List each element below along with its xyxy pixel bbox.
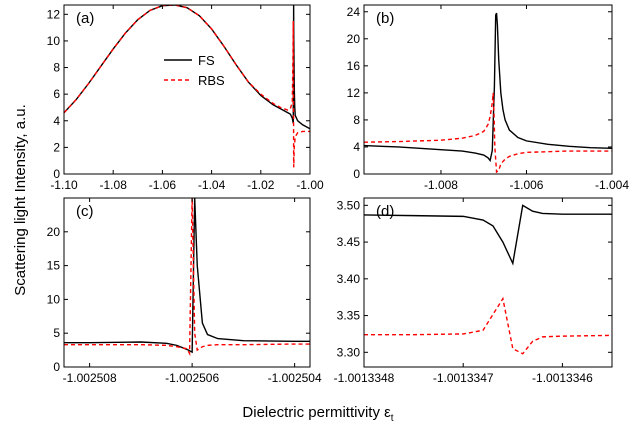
series-line-rbs [64,5,310,168]
y-tick-label: 4 [353,140,360,154]
x-axis-title-subscript: t [391,413,394,424]
y-tick-label: 16 [347,59,361,73]
x-tick-label: -1.0013348 [334,371,395,385]
y-tick-label: 0 [53,167,60,181]
plot-frame [363,197,613,368]
y-tick-label: 10 [47,292,61,306]
y-tick-label: 3.30 [337,345,361,359]
series-line-rbs [364,92,612,174]
y-tick-label: 20 [47,225,61,239]
panel-label: (b) [376,10,394,27]
series-line-rbs [64,198,310,357]
y-tick-label: 3.35 [337,309,361,323]
panel-a: -1.10 -1.08 -1.06 -1.04 -1.02 -1.00 0 2 4 6 8 10 12 (… [47,4,324,192]
x-tick-label: -1.004 [595,178,629,192]
series-group [64,198,310,357]
y-tick-label: 4 [53,114,60,128]
panel-d: -1.0013348 -1.0013347 -1.0013346 3.30 3.35 3.… [334,197,613,385]
y-tick-label: 0 [53,360,60,374]
y-tick-label: 0 [353,167,360,181]
x-tick-label: -1.08 [100,178,128,192]
plot-frame [63,4,311,175]
y-tick-label: 12 [47,7,61,21]
x-tick-label: -1.0013347 [433,371,494,385]
series-group [364,12,612,174]
panel-c: -1.002508 -1.002506 -1.002504 0 5 10 15 20 (c) [47,197,322,385]
plot-frame [63,197,311,368]
series-line-fs [364,12,612,163]
y-tick-label: 20 [347,32,361,46]
plot-frame [363,4,613,175]
panel-label: (d) [376,203,394,220]
x-tick-label: -1.002508 [63,371,117,385]
y-tick-label: 3.45 [337,235,361,249]
y-tick-label: 3.50 [337,198,361,212]
y-tick-label: 24 [347,5,361,19]
x-tick-label: -1.002504 [268,371,322,385]
y-tick-label: 10 [47,34,61,48]
y-tick-label: 2 [53,140,60,154]
x-tick-label: -1.04 [198,178,226,192]
y-tick-label: 8 [53,61,60,75]
x-tick-label: -1.0013346 [532,371,593,385]
y-tick-label: 8 [353,113,360,127]
x-tick-label: -1.06 [149,178,177,192]
legend-label-rbs: RBS [198,73,225,88]
legend-label-fs: FS [198,53,215,68]
y-tick-label: 6 [53,87,60,101]
x-tick-label: -1.006 [509,178,543,192]
x-tick-label: -1.008 [424,178,458,192]
y-tick-label: 12 [347,86,361,100]
x-axis-title-main: Dielectric permittivity ε [242,404,391,421]
series-line-fs [364,204,612,266]
x-axis-title: Dielectric permittivity εt [242,404,393,424]
x-tick-label: -1.002506 [165,371,219,385]
series-group [64,5,310,168]
y-axis-title: Scattering light Intensity, a.u. [12,104,29,296]
panel-label: (c) [76,203,94,220]
series-line-rbs [364,296,612,355]
panel-label: (a) [76,10,94,27]
x-tick-label: -1.10 [50,178,78,192]
y-tick-label: 5 [53,326,60,340]
x-tick-label: -1.00 [296,178,324,192]
y-tick-label: 3.40 [337,272,361,286]
y-tick-label: 15 [47,259,61,273]
panel-b: -1.008 -1.006 -1.004 0 4 8 12 16 20 24 (b) [347,4,629,192]
x-tick-label: -1.02 [247,178,275,192]
series-group [364,204,612,355]
series-line-fs [64,198,310,354]
